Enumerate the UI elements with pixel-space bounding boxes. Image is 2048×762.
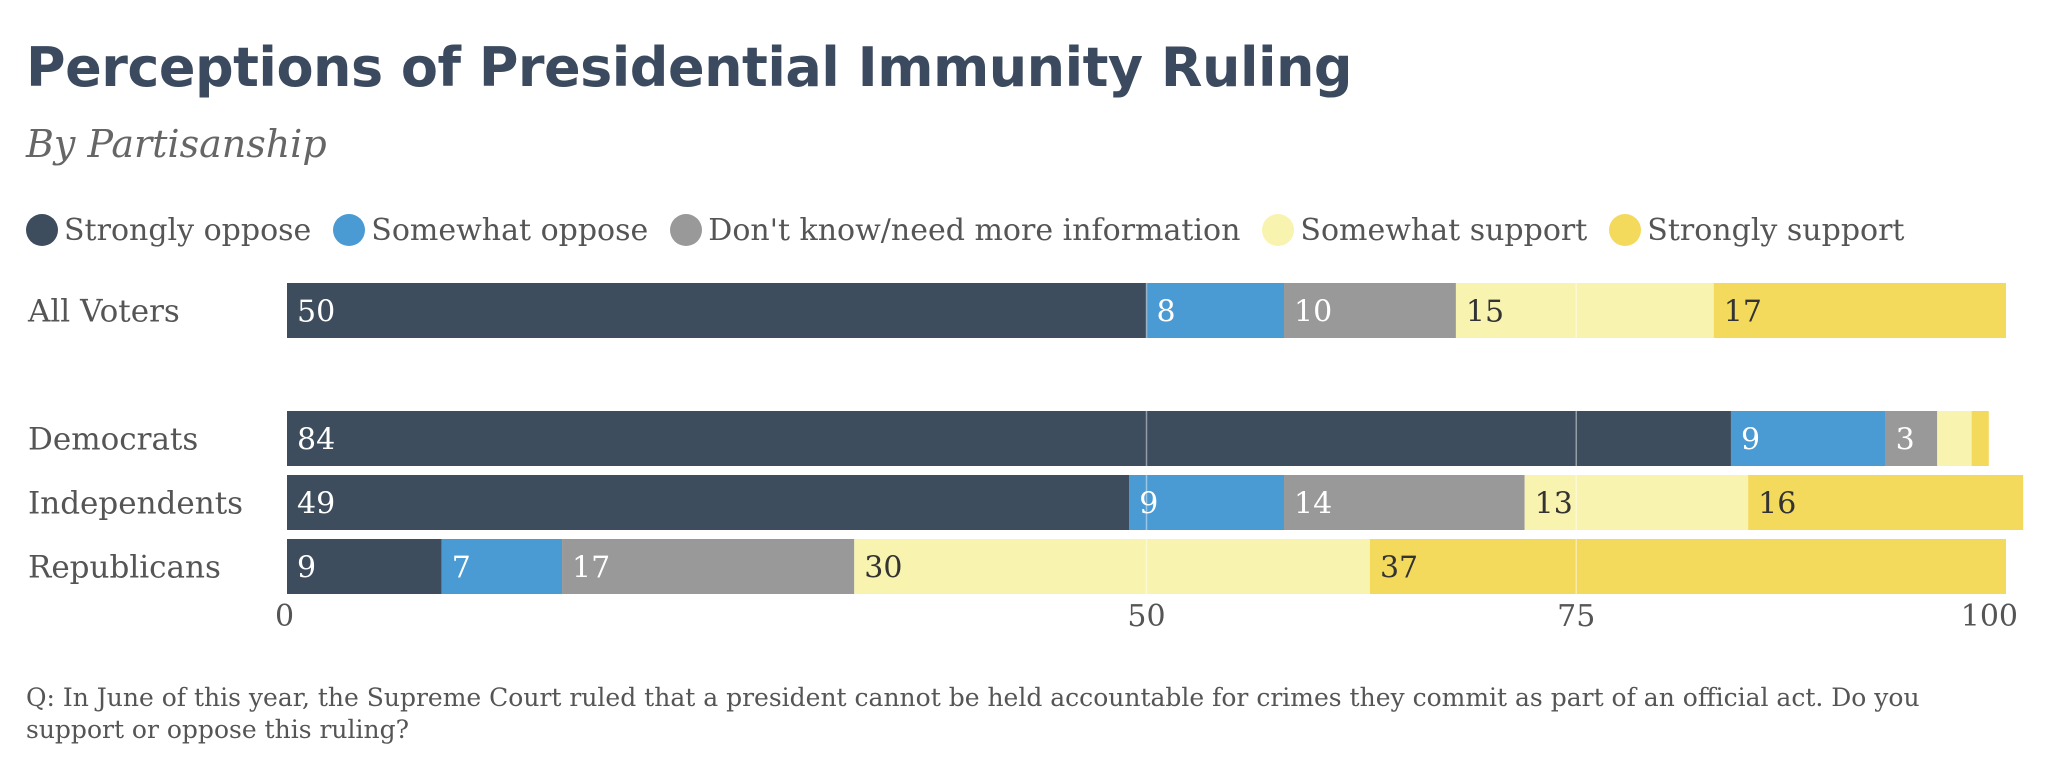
legend-item-2: Don't know/need more information xyxy=(670,213,1240,248)
bar-segment xyxy=(1730,411,1886,466)
legend-label: Don't know/need more information xyxy=(708,212,1241,248)
bars xyxy=(287,283,2024,594)
value-label: 10 xyxy=(1294,295,1332,330)
value-label: 49 xyxy=(297,487,335,522)
legend-item-1: Somewhat oppose xyxy=(333,213,648,248)
value-label: 17 xyxy=(1724,295,1762,330)
legend-label: Somewhat support xyxy=(1300,212,1588,248)
legend-swatch xyxy=(1262,214,1295,246)
bar-segment xyxy=(1971,411,1989,466)
value-labels: 50 8 10 15 17 84 9 3 49 9 14 13 16 9 7 17 30 37 xyxy=(297,295,1915,586)
bar-segment xyxy=(1455,283,1714,338)
bar-segment xyxy=(1524,475,1749,530)
value-label: 16 xyxy=(1758,487,1796,522)
value-label: 14 xyxy=(1294,487,1332,522)
chart-subtitle: By Partisanship xyxy=(26,122,327,166)
value-label: 8 xyxy=(1157,295,1176,330)
legend-swatch xyxy=(670,214,703,246)
legend-label: Strongly oppose xyxy=(64,212,312,248)
category-labels: All Voters Democrats Independents Republica… xyxy=(27,294,243,586)
chart-legend: Strongly oppose Somewhat oppose Don't know… xyxy=(26,206,1926,254)
value-label: 9 xyxy=(297,551,316,586)
legend-swatch xyxy=(333,214,366,246)
bar-segment xyxy=(1713,283,2006,338)
bar-segment xyxy=(562,539,855,594)
chart-title: Perceptions of Presidential Immunity Rul… xyxy=(26,36,1353,99)
category-label: Republicans xyxy=(28,550,221,586)
x-tick-label: 100 xyxy=(1961,599,2018,634)
value-label: 9 xyxy=(1139,487,1158,522)
legend-item-3: Somewhat support xyxy=(1262,213,1587,248)
legend-item-0: Strongly oppose xyxy=(26,213,311,248)
value-label: 50 xyxy=(297,295,335,330)
value-label: 3 xyxy=(1896,423,1915,458)
bar-segment xyxy=(854,539,1370,594)
x-axis-ticks: 0 50 75 100 xyxy=(275,599,2018,634)
value-label: 7 xyxy=(452,551,471,586)
value-label: 37 xyxy=(1380,551,1418,586)
bar-segment xyxy=(1885,411,1938,466)
legend-item-4: Strongly support xyxy=(1609,213,1904,248)
bar-segment xyxy=(287,411,1731,466)
x-tick-label: 50 xyxy=(1127,599,1165,634)
bar-segment xyxy=(1937,411,1972,466)
bar-segment xyxy=(287,283,1147,338)
legend-swatch xyxy=(1609,214,1642,246)
category-label: All Voters xyxy=(27,294,180,330)
category-label: Independents xyxy=(28,486,243,522)
bar-segment xyxy=(1146,283,1285,338)
gridlines xyxy=(1145,283,1577,594)
x-tick-label: 0 xyxy=(275,599,294,634)
value-label: 30 xyxy=(864,551,902,586)
bar-segment xyxy=(1748,475,2024,530)
question-footnote: Q: In June of this year, the Supreme Cou… xyxy=(26,683,1920,744)
legend-label: Somewhat oppose xyxy=(371,212,649,248)
value-label: 9 xyxy=(1741,423,1760,458)
value-label: 13 xyxy=(1535,487,1573,522)
legend-label: Strongly support xyxy=(1647,212,1905,248)
value-label: 17 xyxy=(572,551,610,586)
x-tick-label: 75 xyxy=(1557,599,1595,634)
legend-swatch xyxy=(26,214,58,246)
bar-segment xyxy=(1284,283,1456,338)
value-label: 84 xyxy=(297,423,335,458)
category-label: Democrats xyxy=(28,422,198,458)
bar-segment xyxy=(441,539,563,594)
bar-segment xyxy=(1129,475,1285,530)
value-label: 15 xyxy=(1466,295,1504,330)
bar-segment xyxy=(1369,539,2006,594)
bar-segment xyxy=(1284,475,1525,530)
bar-segment xyxy=(287,539,442,594)
bar-segment xyxy=(287,475,1130,530)
